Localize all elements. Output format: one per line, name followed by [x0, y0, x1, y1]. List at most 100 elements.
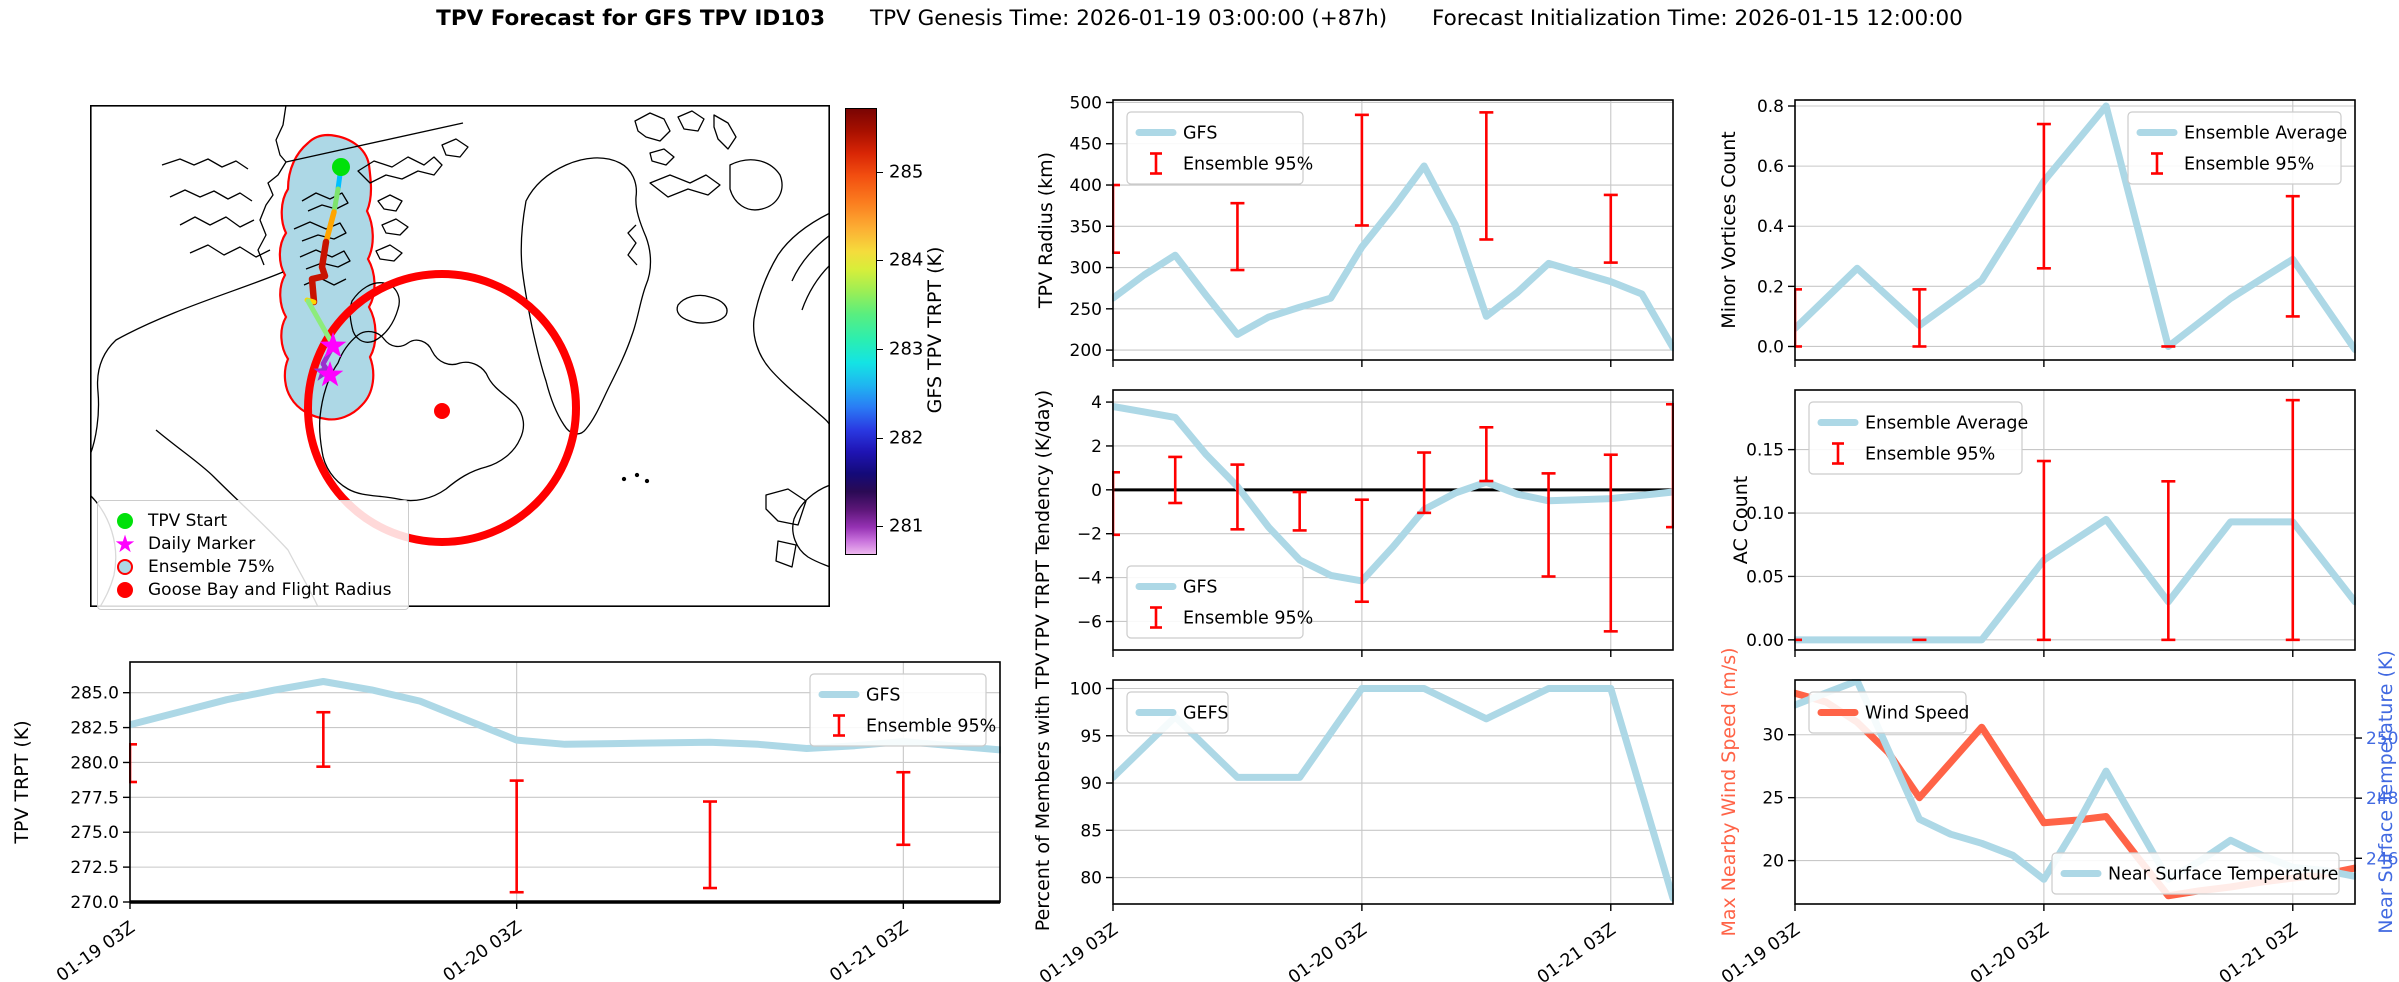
chart-percent-members: 80 85 90 95 100 01-19 03Z 01-20 03Z 01-21 03Z GE…: [1028, 666, 1698, 982]
svg-text:01-21 03Z: 01-21 03Z: [2216, 920, 2302, 982]
svg-text:270.0: 270.0: [70, 893, 119, 913]
plot-border: [129, 661, 1001, 903]
svg-text:280.0: 280.0: [70, 753, 119, 773]
legend-row-tpv-start: TPV Start: [110, 509, 392, 532]
legend-row-goose-bay: Goose Bay and Flight Radius: [110, 578, 392, 601]
svg-text:100: 100: [1070, 680, 1102, 700]
svg-text:250: 250: [2366, 729, 2398, 749]
flight-radius-circle: [304, 270, 580, 546]
series-gfs: [1112, 403, 1674, 585]
svg-text:Ensemble 95%: Ensemble 95%: [1183, 609, 1313, 629]
goose-bay-dot: [434, 403, 450, 419]
svg-text:0: 0: [1091, 481, 1102, 501]
axis-ticks: 0.00 0.05 0.10 0.15: [1746, 441, 2294, 657]
plot-border: [1112, 389, 1674, 651]
plot-border: [1794, 389, 2356, 651]
svg-text:−4: −4: [1077, 569, 1102, 589]
chart-legend: Wind Speed: [1808, 691, 1969, 734]
colorbar-tick-label: 282: [889, 427, 924, 449]
svg-text:−2: −2: [1077, 525, 1102, 545]
svg-text:Ensemble 95%: Ensemble 95%: [2184, 155, 2314, 175]
chart-legend: Near Surface Temperature: [2051, 852, 2340, 895]
colorbar-gradient: [845, 108, 877, 555]
chart-legend: GFS Ensemble 95%: [1126, 565, 1313, 639]
axis-ticks: 0.0 0.2 0.4 0.6 0.8: [1757, 97, 2294, 367]
svg-text:200: 200: [1070, 341, 1102, 361]
svg-text:272.5: 272.5: [70, 858, 119, 878]
svg-text:250: 250: [1070, 300, 1102, 320]
svg-text:20: 20: [1762, 852, 1784, 872]
title-id: TPV Forecast for GFS TPV ID103: [436, 6, 826, 31]
chart-legend: GFS Ensemble 95%: [809, 673, 996, 747]
tpv-track-segment: [308, 238, 330, 306]
svg-text:80: 80: [1080, 869, 1102, 889]
svg-text:Ensemble Average: Ensemble Average: [1865, 414, 2028, 434]
legend-label: Goose Bay and Flight Radius: [148, 579, 392, 600]
legend-label: Daily Marker: [148, 533, 256, 554]
plot-border: [1794, 679, 2356, 905]
svg-text:0.00: 0.00: [1746, 631, 1784, 651]
chart-legend: Ensemble Average Ensemble 95%: [2127, 111, 2347, 185]
title-genesis-time: TPV Genesis Time: 2026-01-19 03:00:00 (+…: [869, 6, 1388, 31]
svg-text:01-20 03Z: 01-20 03Z: [1967, 920, 2053, 982]
colorbar-tick: [876, 349, 883, 351]
colorbar-tick-label: 281: [889, 515, 924, 537]
chart-legend: GFS Ensemble 95%: [1126, 111, 1313, 185]
legend-row-ensemble-75: Ensemble 75%: [110, 555, 392, 578]
svg-text:Ensemble Average: Ensemble Average: [2184, 124, 2347, 144]
series-ensemble-average: [1794, 515, 2356, 644]
daily-marker-star: [319, 332, 347, 358]
svg-text:30: 30: [1762, 726, 1784, 746]
svg-text:01-21 03Z: 01-21 03Z: [826, 918, 912, 982]
colorbar-tick: [876, 171, 883, 173]
colorbar-tick-label: 284: [889, 249, 924, 271]
legend-label: Ensemble 75%: [148, 556, 275, 577]
svg-text:GFS: GFS: [1183, 578, 1217, 598]
ensemble-95-errorbars: [1794, 398, 2300, 642]
svg-text:0.05: 0.05: [1746, 567, 1784, 587]
svg-text:0.2: 0.2: [1757, 277, 1784, 297]
svg-text:01-19 03Z: 01-19 03Z: [1036, 920, 1122, 982]
chart-wind-temp: 20 25 30 246 248 250 01-19 03Z 01-20 03Z 01-21 0…: [1710, 666, 2399, 982]
series-ensemble-average: [1794, 102, 2356, 353]
plot-border: [1112, 679, 1674, 905]
svg-text:01-21 03Z: 01-21 03Z: [1534, 920, 1620, 982]
svg-text:248: 248: [2366, 789, 2398, 809]
series-gfs: [1112, 162, 1674, 352]
colorbar-label: GFS TPV TRPT (K): [924, 246, 946, 414]
plot-border: [1112, 99, 1674, 361]
svg-text:285.0: 285.0: [70, 684, 119, 704]
svg-text:400: 400: [1070, 176, 1102, 196]
svg-text:01-19 03Z: 01-19 03Z: [1718, 920, 1804, 982]
svg-text:90: 90: [1080, 774, 1102, 794]
ensemble-75-icon: [110, 558, 140, 575]
svg-text:GFS: GFS: [866, 686, 900, 706]
legend-label: TPV Start: [148, 510, 228, 531]
tpv-track-segment: [305, 298, 336, 348]
chart-tpv-trpt: 270.0 272.5 275.0 277.5 280.0 282.5 285.0 01-19…: [45, 648, 1025, 982]
chart-legend: GEFS: [1126, 691, 1229, 734]
tpv-start-dot: [332, 158, 350, 176]
track-and-flight-overlay: [304, 158, 580, 546]
ylabel-tpv-trpt: TPV TRPT (K): [11, 720, 33, 844]
daily-marker-star: [316, 361, 344, 387]
svg-text:95: 95: [1080, 727, 1102, 747]
svg-text:350: 350: [1070, 217, 1102, 237]
svg-text:450: 450: [1070, 135, 1102, 155]
svg-text:0.8: 0.8: [1757, 97, 1784, 117]
title-init-time: Forecast Initialization Time: 2026-01-15…: [1432, 6, 1963, 31]
colorbar-tick-label: 283: [889, 338, 924, 360]
map-border: [90, 105, 830, 607]
axis-ticks: −6 −4 −2 0 2 4: [1077, 393, 1612, 657]
svg-text:−6: −6: [1077, 612, 1102, 632]
series-gefs: [1112, 685, 1674, 902]
svg-text:85: 85: [1080, 821, 1102, 841]
chart-minor-vortices: 0.0 0.2 0.4 0.6 0.8 Ensemble Average Ensemble …: [1710, 86, 2380, 390]
tpv-start-icon: [110, 512, 140, 529]
colorbar-tick-label: 285: [889, 161, 924, 183]
svg-text:Near Surface Temperature: Near Surface Temperature: [2108, 865, 2338, 885]
svg-text:0.6: 0.6: [1757, 157, 1784, 177]
plot-border: [1794, 99, 2356, 361]
svg-text:GFS: GFS: [1183, 124, 1217, 144]
svg-text:GEFS: GEFS: [1183, 704, 1229, 724]
